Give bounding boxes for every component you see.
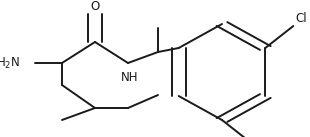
Text: O: O bbox=[91, 0, 100, 13]
Text: Cl: Cl bbox=[296, 12, 308, 25]
Text: $\mathregular{H_2N}$: $\mathregular{H_2N}$ bbox=[0, 55, 20, 71]
Text: NH: NH bbox=[121, 71, 138, 84]
